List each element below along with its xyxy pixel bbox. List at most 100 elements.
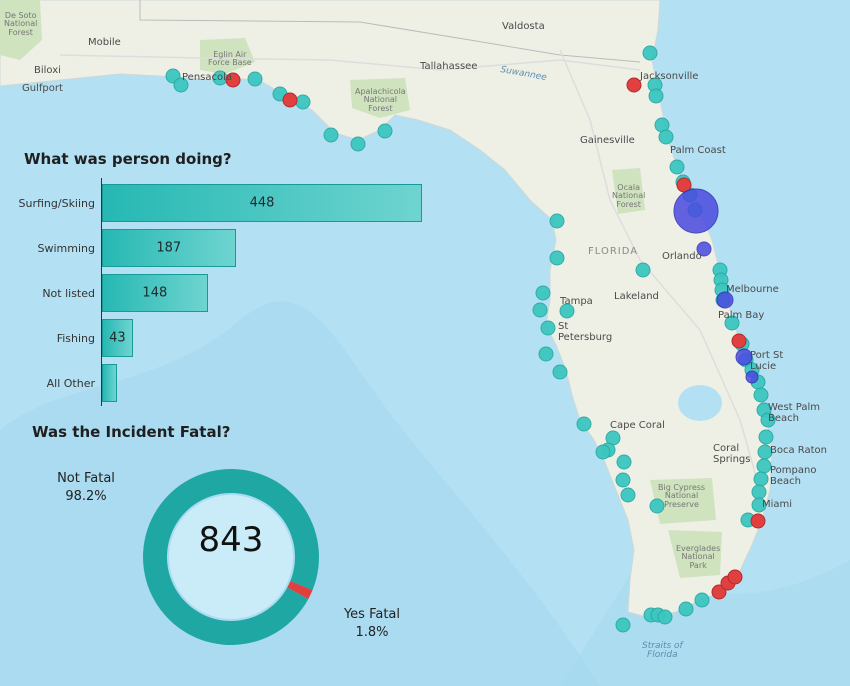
bar-value-label: 448 [249, 195, 275, 211]
cluster-marker[interactable] [696, 241, 712, 257]
incident-marker[interactable] [753, 387, 769, 403]
map-label-coral-springs: Coral Springs [713, 443, 751, 465]
activity-bar[interactable] [102, 274, 208, 312]
incident-marker[interactable] [616, 454, 632, 470]
incident-marker[interactable] [694, 592, 710, 608]
map-label-mobile: Mobile [88, 37, 121, 48]
map-label-eglin: Eglin Air Force Base [208, 50, 252, 68]
map-label-big-cypress: Big Cypress National Preserve [658, 483, 706, 509]
map-label-florida: FLORIDA [588, 246, 639, 257]
incident-marker[interactable] [649, 498, 665, 514]
incident-marker[interactable] [658, 129, 674, 145]
bar-chart-axis [101, 178, 102, 406]
apalachicola-area [350, 78, 410, 118]
map-label-melbourne: Melbourne [726, 284, 779, 295]
map-label-gainesville: Gainesville [580, 135, 635, 146]
fatal-incident-marker[interactable] [731, 333, 747, 349]
bar-value-label: 148 [142, 285, 168, 301]
lake-okeechobee [678, 385, 722, 421]
incident-marker[interactable] [751, 484, 767, 500]
map-label-cape-coral: Cape Coral [610, 420, 665, 431]
not-fatal-percent: 98.2% [65, 488, 107, 504]
incident-marker[interactable] [669, 159, 685, 175]
incident-marker[interactable] [753, 471, 769, 487]
donut-hole [169, 495, 293, 619]
incident-marker[interactable] [615, 617, 631, 633]
activity-bar[interactable] [102, 229, 236, 267]
bar-category-label: Not listed [42, 287, 95, 300]
map-label-valdosta: Valdosta [502, 21, 545, 32]
incident-marker[interactable] [642, 45, 658, 61]
incident-marker[interactable] [295, 94, 311, 110]
incident-marker[interactable] [595, 444, 611, 460]
incident-marker[interactable] [350, 136, 366, 152]
map-label-palm-bay: Palm Bay [718, 310, 765, 321]
state-border [139, 0, 641, 63]
not-fatal-legend: Not Fatal 98.2% [50, 470, 122, 505]
cluster-marker[interactable] [735, 348, 753, 366]
incident-marker[interactable] [648, 88, 664, 104]
road-i75 [559, 49, 761, 491]
fatal-incident-marker[interactable] [727, 569, 743, 585]
incident-marker[interactable] [377, 123, 393, 139]
incident-marker[interactable] [615, 472, 631, 488]
incident-marker[interactable] [724, 315, 740, 331]
fatal-percent: 1.8% [355, 624, 389, 640]
incident-marker[interactable] [549, 213, 565, 229]
incident-marker[interactable] [535, 285, 551, 301]
fatal-incident-marker[interactable] [282, 92, 298, 108]
fatal-incident-marker[interactable] [626, 77, 642, 93]
activity-bar[interactable] [102, 364, 117, 402]
cluster-marker[interactable] [716, 291, 734, 309]
incident-marker[interactable] [576, 416, 592, 432]
map-label-pensacola: Pensacola [182, 72, 233, 83]
incident-marker[interactable] [532, 302, 548, 318]
cluster-marker[interactable] [745, 370, 759, 384]
map-label-west-palm-beach: West Palm Beach [768, 402, 820, 424]
bar-value-label: 43 [109, 330, 126, 346]
incident-marker[interactable] [559, 303, 575, 319]
incident-marker[interactable] [678, 601, 694, 617]
fatal-incident-marker[interactable] [750, 513, 766, 529]
fatal-incident-marker[interactable] [225, 72, 241, 88]
activity-bar[interactable] [102, 319, 133, 357]
road-i10 [59, 54, 641, 71]
fatal-incident-marker[interactable] [711, 584, 727, 600]
incident-marker[interactable] [758, 429, 774, 445]
map-label-apalachicola: Apalachicola National Forest [355, 87, 406, 113]
incident-marker[interactable] [323, 127, 339, 143]
map-label-pompano: Pompano Beach [770, 465, 817, 487]
incident-marker[interactable] [620, 487, 636, 503]
incident-marker[interactable] [756, 458, 772, 474]
map-label-straits: Straits of Florida [642, 641, 683, 661]
map-label-port-st-lucie: Port St Lucie [750, 350, 784, 372]
map-label-jacksonville: Jacksonville [640, 71, 699, 82]
incident-marker[interactable] [173, 77, 189, 93]
incident-marker[interactable] [540, 320, 556, 336]
bar-value-label: 187 [156, 240, 182, 256]
map-label-tampa: Tampa [560, 296, 593, 307]
incident-marker[interactable] [751, 497, 767, 513]
fatal-donut-chart[interactable] [131, 457, 331, 657]
fatal-slice[interactable] [287, 580, 313, 599]
bar-category-label: Surfing/Skiing [18, 197, 95, 210]
incident-marker[interactable] [760, 412, 776, 428]
incident-markers [165, 45, 776, 633]
map-label-ocala: Ocala National Forest [612, 183, 646, 209]
donut-total-count: 843 [198, 520, 264, 560]
map-label-orlando: Orlando [662, 251, 702, 262]
bar-category-label: All Other [46, 377, 95, 390]
cluster-marker[interactable] [673, 188, 719, 234]
incident-marker[interactable] [635, 262, 651, 278]
incident-marker[interactable] [552, 364, 568, 380]
de-soto-forest-area [0, 0, 42, 60]
map-label-tallahassee: Tallahassee [420, 61, 478, 72]
activity-bar[interactable] [102, 184, 422, 222]
incident-marker[interactable] [549, 250, 565, 266]
incident-marker[interactable] [538, 346, 554, 362]
incident-marker[interactable] [247, 71, 263, 87]
incident-marker[interactable] [657, 609, 673, 625]
map-label-lakeland: Lakeland [614, 291, 659, 302]
